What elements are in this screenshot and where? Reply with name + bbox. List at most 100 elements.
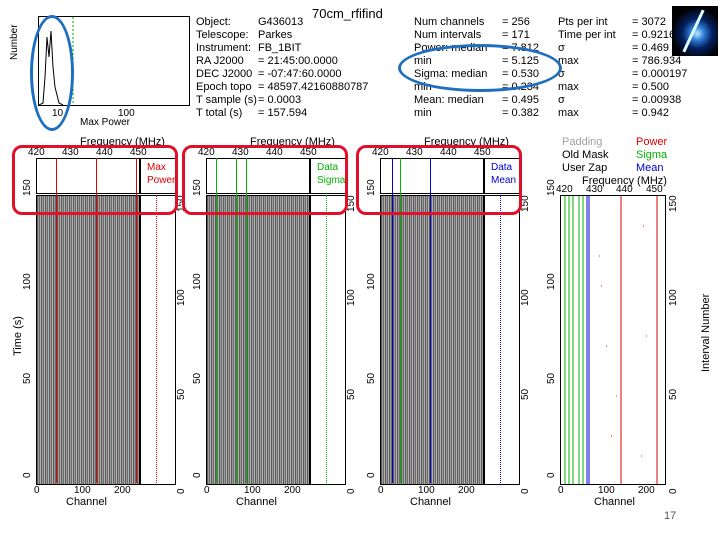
info-key: T total (s) (196, 107, 243, 119)
info-value: FB_1BIT (258, 42, 302, 54)
mask-panel-lines (564, 196, 658, 484)
highlight-box-3 (356, 145, 522, 215)
observation-info: Object: G436013 Telescope: Parkes Instrument… (196, 16, 368, 120)
info-left-row: Epoch topo = 48597.42160880787 (196, 81, 368, 94)
channel-tick: 100 (244, 485, 261, 496)
time-tick: 100 (366, 273, 377, 290)
interval-tick: 100 (346, 289, 357, 306)
info-key: T sample (s) (196, 94, 257, 106)
stat-key2: max (558, 81, 579, 93)
legend-old-mask: Old Mask (562, 149, 609, 161)
interval-tick: 100 (520, 289, 531, 306)
channel-tick: 100 (74, 485, 91, 496)
freq-tick: 430 (406, 147, 423, 158)
histogram-ylabel: Number (9, 24, 20, 60)
info-right-row: Mean: median = 0.495 σ = 0.00938 (414, 94, 687, 107)
mask-channel-tick: 100 (598, 485, 615, 496)
flag-line (236, 158, 237, 483)
legend-line1: Data (317, 162, 339, 173)
interval-tick: 50 (346, 388, 357, 400)
stat-key2: Time per int (558, 29, 616, 41)
stat-value2: = 0.500 (632, 81, 670, 93)
interval-tick: 50 (176, 388, 187, 400)
time-tick: 100 (22, 273, 33, 290)
galaxy-image (672, 6, 718, 56)
freq-tick: 430 (232, 147, 249, 158)
highlight-oval-histogram (30, 15, 74, 131)
time-tick: 50 (22, 372, 33, 384)
info-right-row: Num channels = 256 Pts per int = 3072 (414, 16, 687, 29)
info-left-row: Telescope: Parkes (196, 29, 368, 42)
info-left-row: DEC J2000 = -07:47:60.0000 (196, 68, 368, 81)
legend-line1: Data (491, 162, 513, 173)
mask-channel-tick: 0 (558, 485, 564, 496)
info-value: = -07:47:60.0000 (258, 68, 342, 80)
mask-channel-label: Channel (594, 496, 635, 508)
info-key: Instrument: (196, 42, 252, 54)
stat-value2: = 0.9216 (632, 29, 676, 41)
mask-time-tick: 50 (546, 372, 557, 384)
mask-time-tick: 0 (546, 472, 557, 478)
mask-freq-tick: 420 (556, 184, 573, 195)
channel-label: Channel (410, 496, 451, 508)
stat-key2: σ (558, 42, 565, 54)
mask-interval-tick: 100 (668, 289, 679, 306)
flag-line (392, 158, 393, 483)
flag-line (430, 158, 431, 483)
channel-tick: 200 (114, 485, 131, 496)
stat-value2: = 0.469 (632, 42, 670, 54)
side-flag-line (156, 195, 157, 483)
freq-tick: 450 (474, 147, 491, 158)
side-plot (140, 195, 176, 485)
interval-tick: 0 (520, 488, 531, 494)
side-plot (484, 195, 520, 485)
legend-line2: Mean (491, 175, 517, 186)
interval-tick: 100 (176, 289, 187, 306)
info-key: Telescope: (196, 29, 249, 41)
page-number: 17 (664, 510, 677, 522)
freq-tick: 440 (266, 147, 283, 158)
info-value: = 157.594 (258, 107, 308, 119)
stat-key2: Pts per int (558, 16, 608, 28)
plot-title: 70cm_rfifind (312, 6, 383, 21)
flag-line (216, 158, 217, 483)
time-tick: 0 (366, 472, 377, 478)
mask-time-tick: 100 (546, 273, 557, 290)
legend-box: Max Power (140, 158, 176, 194)
channel-tick: 0 (204, 485, 210, 496)
mask-channel-tick: 200 (638, 485, 655, 496)
info-key: Epoch topo (196, 81, 252, 93)
info-value: = 21:45:00.0000 (258, 55, 338, 67)
freq-tick: 420 (198, 147, 215, 158)
waterfall-plot (36, 195, 140, 485)
stat-value2: = 0.00938 (632, 94, 682, 106)
flag-line (246, 158, 247, 483)
mask-freq-tick: 450 (646, 184, 663, 195)
time-tick: 0 (22, 472, 33, 478)
channel-tick: 200 (284, 485, 301, 496)
mask-legend-right: Power Sigma Mean (636, 136, 667, 175)
info-left-row: Object: G436013 (196, 16, 368, 29)
stat-key: min (414, 107, 432, 119)
stat-key: Num intervals (414, 29, 482, 41)
mask-interval-tick: 150 (668, 195, 679, 212)
stat-key2: σ (558, 68, 565, 80)
histogram-tick-100: 100 (118, 108, 135, 119)
info-value: = 48597.42160880787 (258, 81, 369, 93)
legend-padding: Padding (562, 136, 603, 148)
stat-value: = 171 (502, 29, 530, 41)
info-key: RA J2000 (196, 55, 244, 67)
mask-freq-tick: 440 (616, 184, 633, 195)
freq-tick: 420 (28, 147, 45, 158)
info-value: G436013 (258, 16, 304, 28)
stat-key: Mean: median (414, 94, 484, 106)
legend-power: Power (636, 136, 668, 148)
channel-tick: 0 (378, 485, 384, 496)
time-tick: 50 (366, 372, 377, 384)
highlight-box-2 (182, 145, 348, 215)
side-plot (310, 195, 346, 485)
time-tick: 50 (192, 372, 203, 384)
highlight-box-1 (12, 145, 178, 215)
freq-tick: 450 (300, 147, 317, 158)
freq-strip (380, 158, 484, 194)
